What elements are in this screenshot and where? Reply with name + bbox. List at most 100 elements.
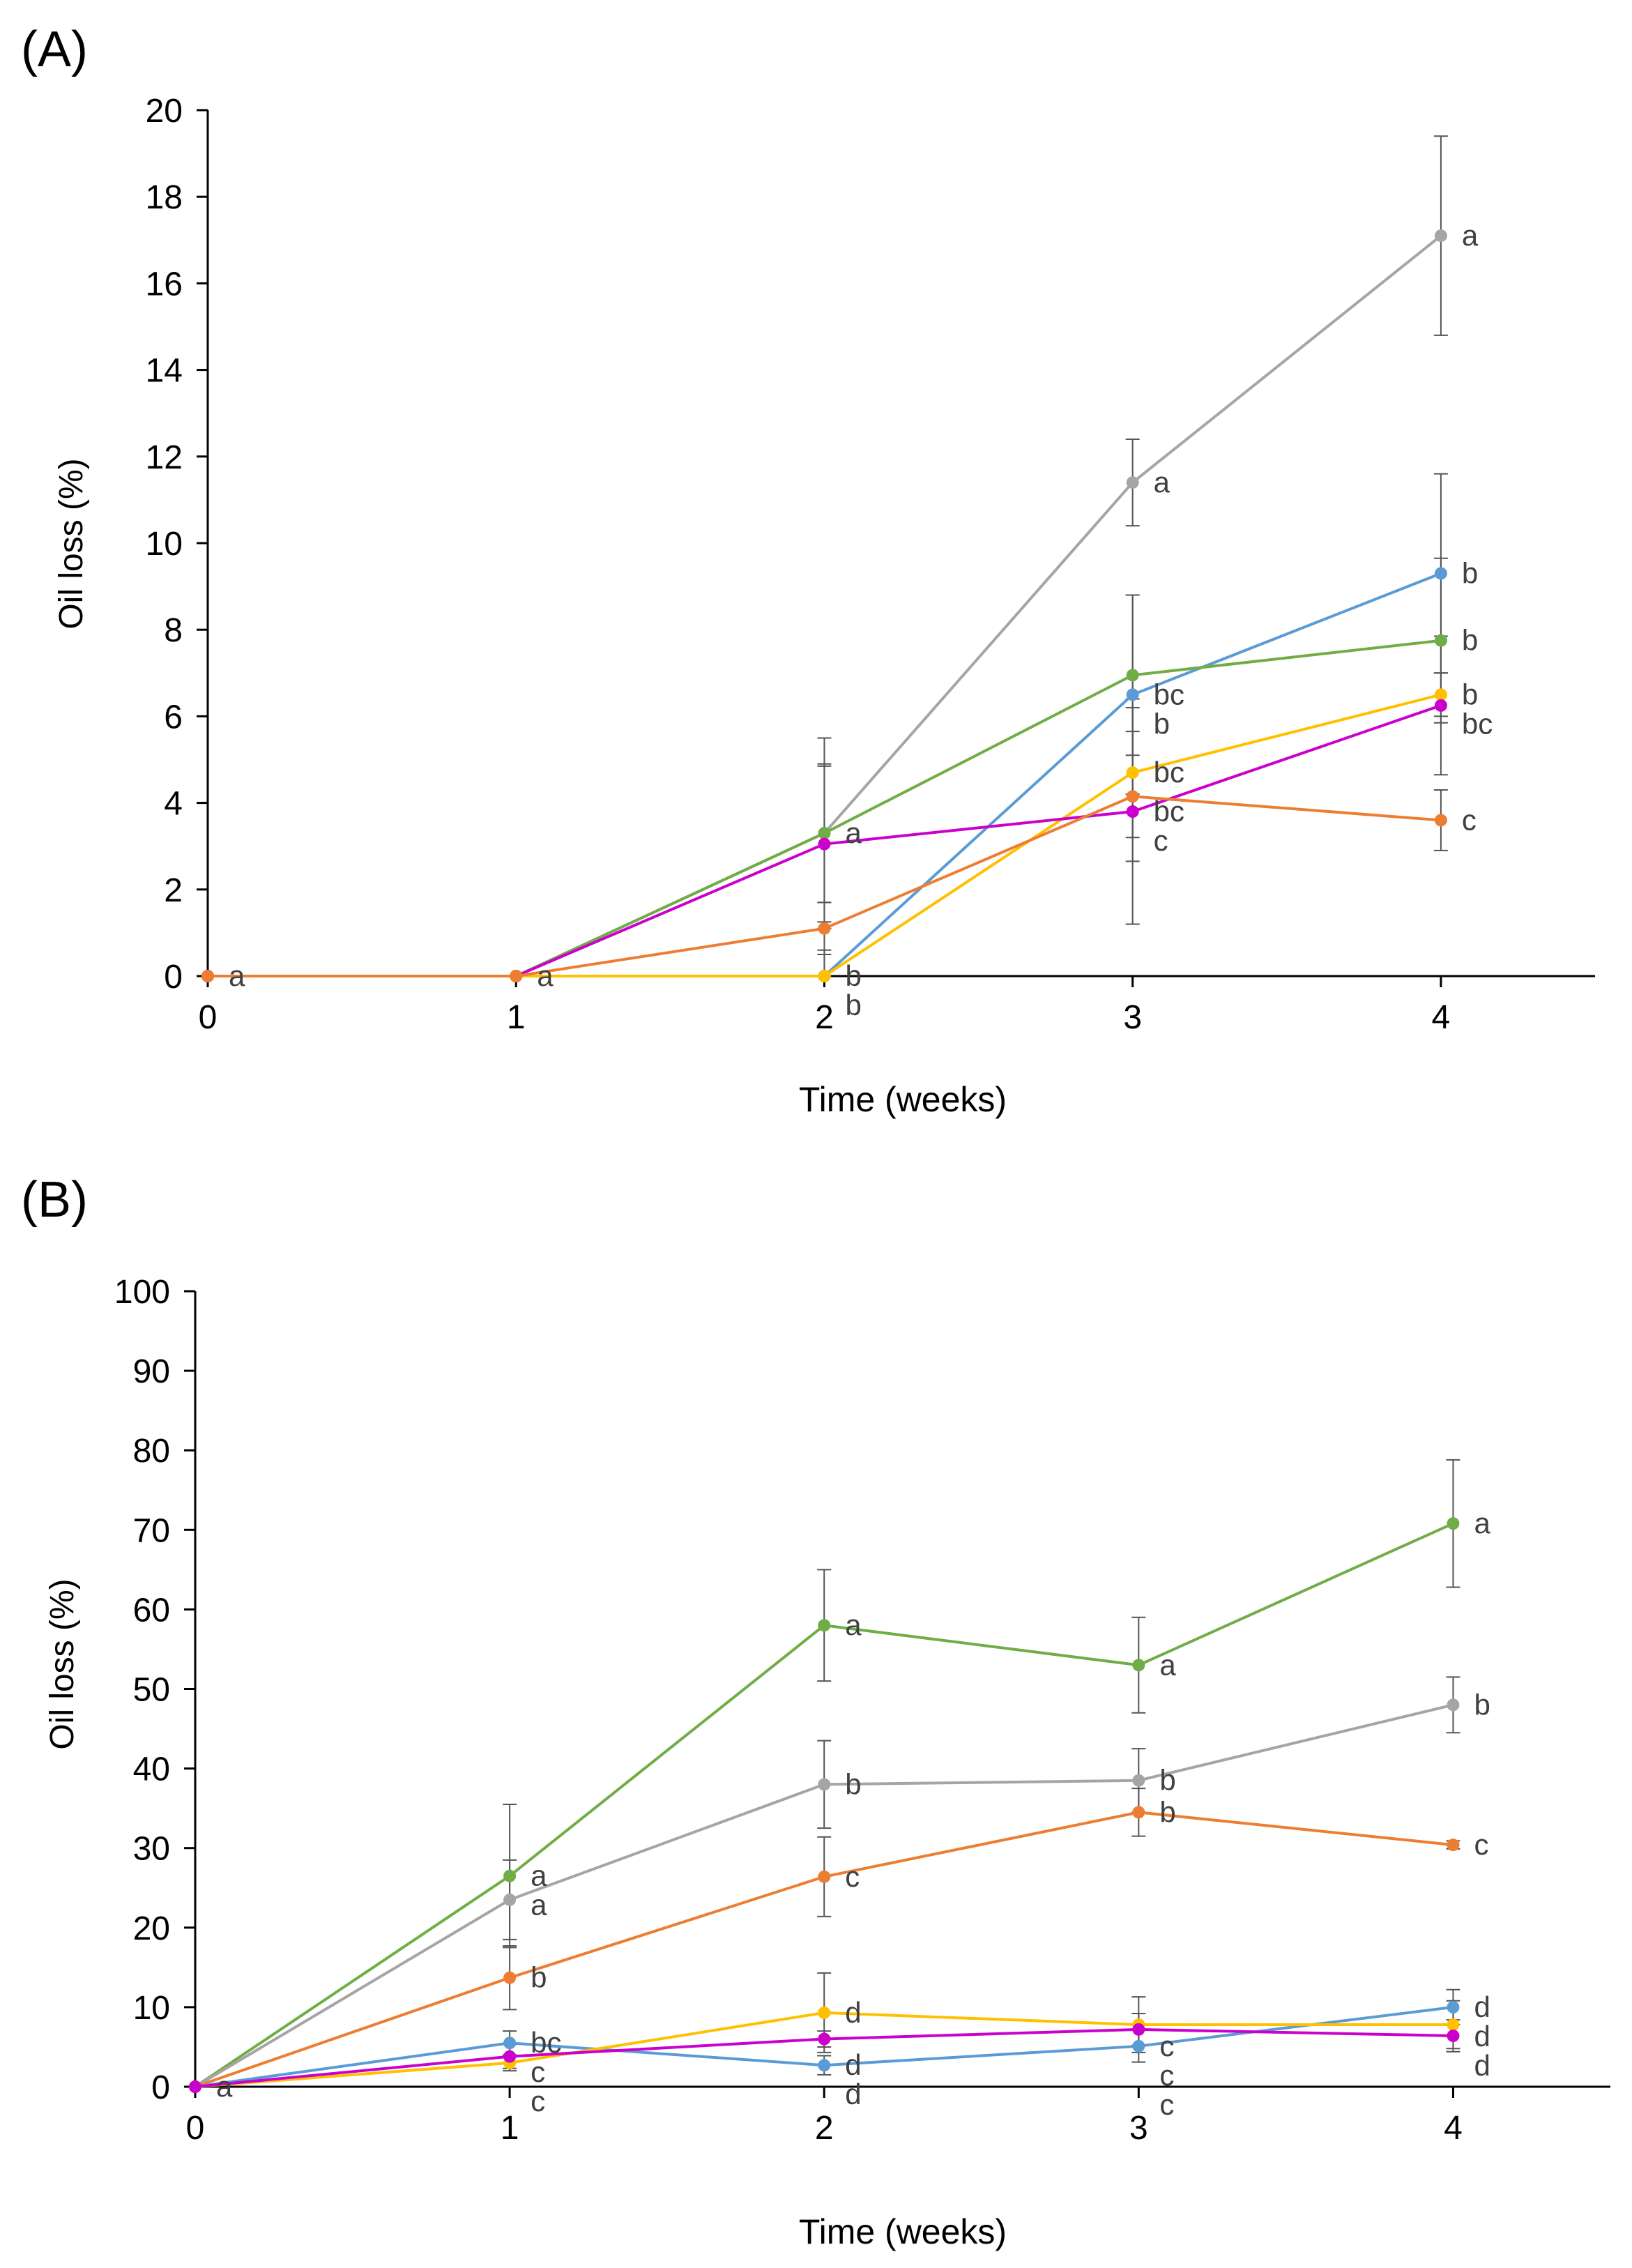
y-tick-label-a: 0 [164,959,183,996]
x-tick-label-a: 1 [507,999,526,1036]
y-tick-label-a: 10 [146,526,183,563]
significance-letter-a-yellow: bc [1154,756,1184,789]
panel-label-a: (A) [21,22,88,77]
data-point-b-magenta [1132,2023,1145,2036]
significance-letter-b-magenta: c [531,2085,545,2117]
significance-letter-a-blue: b [845,959,861,992]
data-point-b-blue [1447,2000,1460,2014]
significance-letter-b-grey: a [531,1889,547,1921]
significance-letter-a-green: a [537,959,554,992]
data-point-b-magenta [818,2032,831,2046]
x-tick-label-b: 3 [1129,2110,1148,2147]
data-point-a-yellow [1126,766,1139,779]
data-point-a-green [1434,634,1447,647]
y-tick-label-a: 8 [164,612,183,649]
significance-letter-b-magenta: c [1159,2088,1174,2121]
significance-letter-a-orange: c [1462,803,1477,836]
significance-letter-a-magenta: bc [1154,795,1184,828]
data-point-b-grey [503,1893,517,1906]
significance-letter-a-yellow: b [845,989,861,1021]
data-point-a-yellow [818,970,831,982]
data-point-a-magenta [1126,805,1139,819]
data-point-a-grey [1434,229,1447,243]
y-tick-label-a: 2 [164,872,183,909]
significance-letter-b-green: a [531,1859,547,1892]
y-tick-label-a: 18 [146,179,183,216]
data-point-b-magenta [503,2050,517,2063]
panel-label-b: (B) [21,1172,88,1228]
significance-letter-a-grey: a [1462,219,1479,252]
y-tick-label-a: 16 [146,266,183,303]
data-point-b-yellow [1447,2018,1460,2032]
significance-letter-a-grey: a [1154,466,1170,498]
y-tick-label-a: 12 [146,439,183,476]
significance-letter-a-green: a [229,959,245,992]
data-point-b-blue [1132,2039,1145,2053]
x-tick-label-a: 0 [199,999,218,1036]
data-point-b-green [1447,1517,1460,1530]
x-axis-title-b: Time (weeks) [799,2212,1007,2251]
y-tick-label-b: 100 [114,1274,170,1311]
x-tick-label-a: 2 [815,999,834,1036]
y-tick-label-b: 60 [133,1592,170,1629]
significance-letter-b-green: a [845,1608,862,1641]
data-point-a-green [818,827,831,840]
y-tick-label-b: 30 [133,1831,170,1868]
y-tick-label-b: 50 [133,1672,170,1709]
significance-letter-a-blue: b [1462,556,1478,589]
significance-letter-b-orange: c [1474,1828,1488,1861]
data-point-a-magenta [1434,699,1447,712]
panel-b: (B) Oil loss (%) Time (weeks) 0102030405… [21,1172,1610,2251]
significance-letter-b-orange: b [531,1961,547,1994]
y-tick-label-a: 20 [146,93,183,130]
significance-letter-b-orange: c [845,1860,860,1893]
y-tick-label-b: 10 [133,1990,170,2027]
data-point-b-green [503,1869,517,1882]
y-tick-label-b: 80 [133,1433,170,1470]
significance-letter-b-green: a [1159,1648,1176,1681]
data-point-a-orange [818,922,831,935]
significance-letter-b-orange: b [1159,1795,1175,1828]
data-point-b-magenta [189,2080,201,2093]
significance-letter-b-grey: b [1159,1764,1175,1797]
data-point-b-orange [1447,1839,1460,1852]
data-point-a-green [1126,669,1139,682]
significance-letter-a-green: b [1154,707,1170,740]
x-tick-label-b: 2 [815,2110,834,2147]
significance-letter-a-orange: c [1154,824,1168,857]
significance-letter-b-blue: bc [531,2026,561,2059]
x-tick-label-a: 3 [1123,999,1142,1036]
panel-a: (A) Oil loss (%) Time (weeks) 0246810121… [21,22,1595,1119]
significance-letter-b-yellow: c [1159,2059,1174,2092]
significance-letter-b-magenta: d [1474,2049,1490,2082]
data-point-b-magenta [1447,2029,1460,2042]
data-point-a-blue [1434,567,1447,580]
data-point-b-blue [818,2059,831,2072]
x-tick-label-b: 0 [186,2110,205,2147]
x-tick-label-a: 4 [1432,999,1451,1036]
data-point-b-grey [818,1778,831,1791]
y-tick-label-b: 0 [151,2069,170,2106]
y-axis-title-a: Oil loss (%) [53,458,90,629]
data-point-a-orange [1126,790,1139,803]
data-point-a-orange [201,970,214,982]
data-point-b-orange [1132,1806,1145,1819]
y-tick-label-a: 6 [164,699,183,736]
data-point-a-grey [1126,476,1139,489]
y-tick-label-b: 70 [133,1512,170,1549]
x-axis-title-a: Time (weeks) [799,1080,1007,1119]
significance-letter-b-green: a [1474,1507,1490,1539]
significance-letter-b-magenta: d [845,2078,861,2110]
x-tick-label-b: 1 [501,2110,519,2147]
significance-letter-b-grey: b [845,1767,861,1800]
significance-letter-b-blue: c [1159,2030,1174,2062]
data-point-b-green [1132,1659,1145,1672]
significance-letter-a-green: b [1462,624,1478,657]
data-point-a-yellow [1434,688,1447,701]
data-point-b-grey [1447,1698,1460,1712]
y-tick-label-b: 20 [133,1910,170,1947]
significance-letter-b-grey: b [1474,1688,1490,1721]
data-point-b-yellow [818,2006,831,2019]
y-axis-title-b: Oil loss (%) [44,1578,81,1749]
